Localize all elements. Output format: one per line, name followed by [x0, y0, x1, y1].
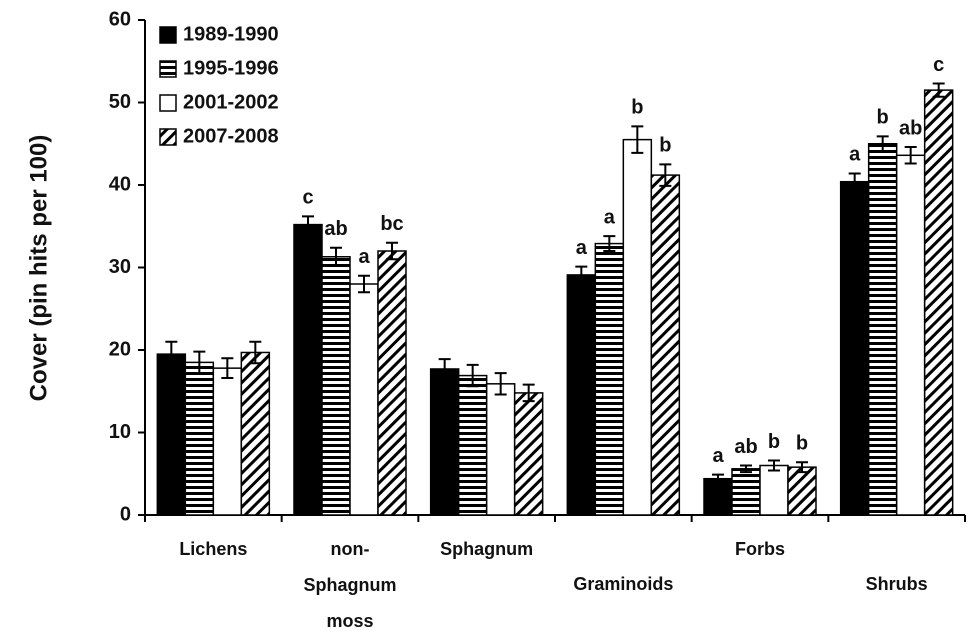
legend-label: 1995-1996 — [183, 57, 279, 79]
bar — [566, 274, 597, 516]
x-tick-label: non- — [331, 539, 370, 559]
x-tick-label: Forbs — [735, 539, 785, 559]
y-tick-label: 40 — [109, 173, 131, 195]
x-tick-label: Shrubs — [866, 574, 928, 594]
legend-swatch — [159, 128, 177, 146]
bar — [787, 466, 817, 516]
legend-swatch — [159, 94, 177, 112]
significance-letter: c — [302, 187, 313, 209]
bar — [731, 468, 761, 516]
bar — [650, 174, 681, 516]
error-bar — [904, 146, 917, 165]
bar — [429, 368, 460, 516]
bar — [703, 477, 733, 516]
bar — [184, 361, 215, 516]
significance-letter: a — [849, 144, 861, 166]
legend-swatch — [159, 26, 177, 44]
significance-letter: b — [631, 97, 643, 119]
y-tick-label: 30 — [109, 256, 131, 278]
legend-label: 2001-2002 — [183, 91, 279, 113]
bar — [457, 374, 488, 516]
error-bar — [522, 383, 535, 403]
significance-letter: a — [358, 246, 370, 268]
significance-letter: b — [768, 431, 780, 453]
error-bar — [603, 235, 616, 252]
significance-letter: b — [659, 135, 671, 157]
legend-label: 2007-2008 — [183, 125, 279, 147]
error-bar — [712, 473, 724, 484]
bar — [839, 180, 870, 516]
error-bar — [358, 274, 370, 294]
y-tick-label: 50 — [109, 91, 131, 113]
error-bar — [221, 357, 234, 380]
error-bar — [249, 340, 262, 365]
bar — [923, 89, 954, 516]
x-tick-label: Graminoids — [573, 574, 673, 594]
error-bar — [466, 363, 479, 388]
error-bar — [193, 350, 206, 375]
bar — [377, 250, 407, 516]
error-bar — [876, 135, 889, 153]
significance-letter: bc — [380, 213, 403, 235]
error-bar — [575, 265, 588, 285]
y-axis-label: Cover (pin hits per 100) — [25, 135, 52, 402]
bar — [622, 138, 653, 516]
error-bar — [631, 125, 644, 154]
x-tick-label: Sphagnum — [440, 539, 533, 559]
significance-letter: a — [576, 237, 588, 259]
significance-letter: c — [933, 54, 944, 76]
bar — [895, 154, 926, 516]
error-bar — [848, 172, 861, 191]
legend-swatch — [159, 60, 177, 78]
x-tick-label: Sphagnum — [304, 575, 397, 595]
y-tick-label: 0 — [120, 503, 131, 525]
significance-letter: b — [796, 432, 808, 454]
bar — [513, 392, 544, 516]
x-tick-label: Lichens — [179, 539, 247, 559]
error-bar — [386, 241, 398, 261]
bar — [293, 223, 323, 516]
bar — [485, 383, 516, 516]
bar — [594, 242, 625, 516]
error-bar — [932, 82, 945, 98]
y-tick-label: 10 — [109, 421, 131, 443]
significance-letter: a — [712, 445, 724, 467]
error-bar — [796, 461, 808, 474]
error-bar — [330, 246, 342, 267]
bar — [156, 353, 187, 516]
error-bar — [740, 464, 752, 474]
error-bar — [302, 215, 314, 234]
legend-label: 1989-1990 — [183, 23, 279, 45]
significance-letter: a — [604, 206, 616, 228]
error-bar — [494, 372, 507, 396]
bar — [867, 143, 898, 516]
y-tick-label: 20 — [109, 338, 131, 360]
significance-letter: ab — [324, 218, 347, 240]
bar — [349, 283, 379, 516]
error-bar — [165, 340, 178, 368]
bar — [240, 351, 271, 516]
bar — [212, 367, 243, 516]
bar — [321, 256, 351, 516]
x-tick-label: moss — [326, 611, 373, 631]
error-bar — [659, 163, 672, 187]
bar — [759, 464, 789, 516]
error-bar — [768, 459, 780, 472]
significance-letter: b — [877, 107, 889, 129]
significance-letter: ab — [734, 436, 757, 458]
error-bar — [438, 358, 451, 380]
significance-letter: ab — [899, 117, 922, 139]
y-tick-label: 60 — [109, 8, 131, 30]
